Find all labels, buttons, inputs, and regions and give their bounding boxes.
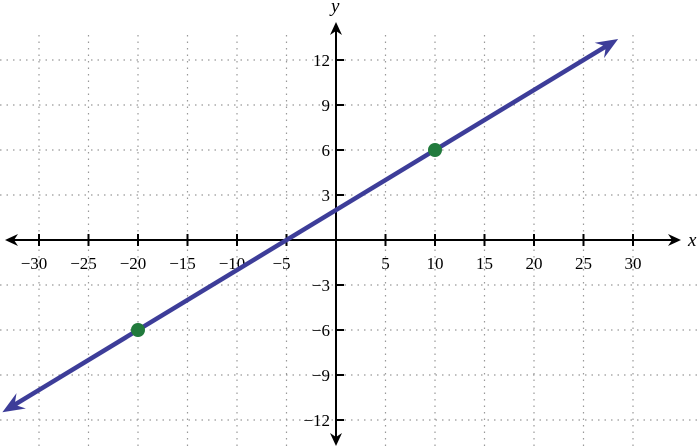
y-tick-label: 9 [322, 96, 331, 115]
x-tick-label: 30 [625, 254, 642, 273]
x-tick-label: 10 [427, 254, 444, 273]
x-tick-label: 15 [476, 254, 493, 273]
grid [0, 35, 700, 448]
x-tick-label: −5 [272, 254, 290, 273]
data-point [428, 143, 442, 157]
x-tick-label: −15 [169, 254, 196, 273]
data-point [131, 323, 145, 337]
line-arrow-start [2, 393, 26, 413]
y-tick-label: 3 [322, 186, 331, 205]
y-tick-label: −12 [303, 411, 330, 430]
ticks: −30 −25 −20 −15 −10 −5 5 10 15 20 25 30 −12 −9 −6 −3 3 6 9… [21, 51, 642, 430]
x-tick-label: 20 [526, 254, 543, 273]
y-tick-label: −9 [312, 366, 330, 385]
x-tick-label: −30 [21, 254, 48, 273]
x-axis-arrow-right [668, 234, 681, 246]
y-tick-label: −6 [312, 321, 330, 340]
x-tick-label: −25 [70, 254, 97, 273]
axes [5, 22, 681, 446]
y-axis-arrow-up [330, 22, 342, 35]
y-axis-arrow-down [330, 433, 342, 446]
series [2, 39, 619, 413]
y-tick-label: 12 [313, 51, 330, 70]
x-tick-label: 25 [575, 254, 592, 273]
x-axis-arrow-left [5, 234, 18, 246]
x-tick-label: −20 [120, 254, 147, 273]
x-tick-label: −10 [219, 254, 246, 273]
y-tick-label: 6 [322, 141, 331, 160]
line-arrow-end [594, 39, 619, 59]
x-tick-label: 5 [381, 254, 390, 273]
line-series [11, 43, 610, 408]
x-axis-label: x [687, 230, 697, 251]
y-axis-label: y [329, 0, 340, 17]
y-tick-label: −3 [312, 276, 330, 295]
